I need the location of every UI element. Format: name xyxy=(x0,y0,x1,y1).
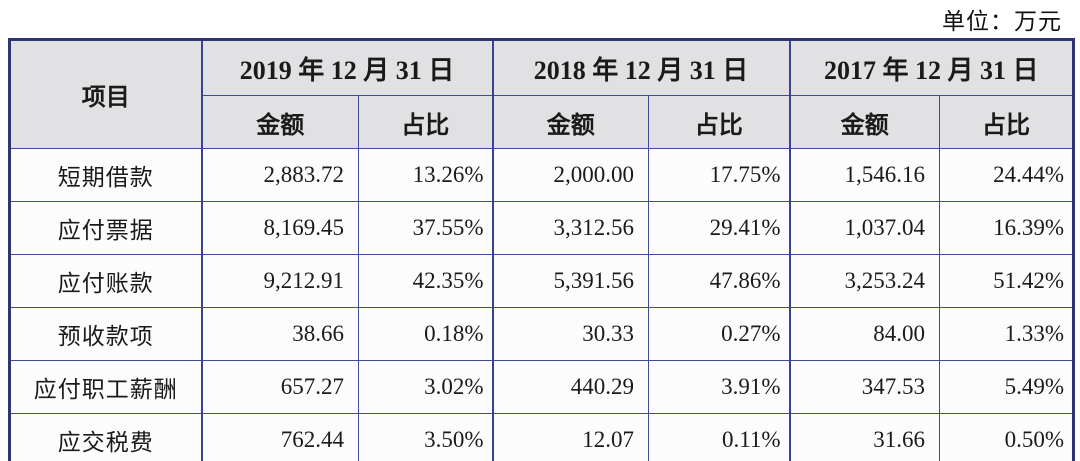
ratio-cell: 13.26% xyxy=(357,148,494,202)
table-row: 应付职工薪酬 657.27 3.02% 440.29 3.91% 347.53 … xyxy=(9,360,1075,414)
amount-cell: 440.29 xyxy=(491,360,650,414)
amount-cell: 657.27 xyxy=(200,360,359,414)
ratio-cell: 0.50% xyxy=(939,413,1075,461)
row-item-label: 预收款项 xyxy=(9,307,202,361)
amount-cell: 8,169.45 xyxy=(200,201,359,255)
column-header-amount-2018: 金额 xyxy=(491,95,650,149)
column-header-amount-2019: 金额 xyxy=(200,95,359,149)
row-item-label: 应付职工薪酬 xyxy=(9,360,202,414)
table-row: 应交税费 762.44 3.50% 12.07 0.11% 31.66 0.50… xyxy=(9,413,1075,461)
row-item-label: 短期借款 xyxy=(9,148,202,202)
ratio-cell: 51.42% xyxy=(939,254,1075,308)
ratio-cell: 0.27% xyxy=(648,307,791,361)
column-header-date-2017: 2017 年 12 月 31 日 xyxy=(788,39,1075,96)
table-row: 预收款项 38.66 0.18% 30.33 0.27% 84.00 1.33% xyxy=(9,307,1075,361)
table-row: 应付账款 9,212.91 42.35% 5,391.56 47.86% 3,2… xyxy=(9,254,1075,308)
amount-cell: 3,312.56 xyxy=(491,201,650,255)
ratio-cell: 47.86% xyxy=(648,254,791,308)
ratio-cell: 16.39% xyxy=(939,201,1075,255)
liabilities-table: 项目 2019 年 12 月 31 日 2018 年 12 月 31 日 201… xyxy=(8,38,1076,461)
amount-cell: 12.07 xyxy=(491,413,650,461)
amount-cell: 38.66 xyxy=(200,307,359,361)
ratio-cell: 1.33% xyxy=(939,307,1075,361)
ratio-cell: 0.11% xyxy=(648,413,791,461)
table-row: 短期借款 2,883.72 13.26% 2,000.00 17.75% 1,5… xyxy=(9,148,1075,202)
ratio-cell: 5.49% xyxy=(939,360,1075,414)
amount-cell: 31.66 xyxy=(788,413,941,461)
amount-cell: 1,546.16 xyxy=(788,148,941,202)
ratio-cell: 0.18% xyxy=(357,307,494,361)
ratio-cell: 37.55% xyxy=(357,201,494,255)
amount-cell: 1,037.04 xyxy=(788,201,941,255)
column-header-amount-2017: 金额 xyxy=(788,95,941,149)
header-sub-row: 金额 占比 金额 占比 金额 占比 xyxy=(10,95,1075,149)
table-row: 应付票据 8,169.45 37.55% 3,312.56 29.41% 1,0… xyxy=(9,201,1075,255)
amount-cell: 9,212.91 xyxy=(200,254,359,308)
amount-cell: 3,253.24 xyxy=(788,254,941,308)
amount-cell: 30.33 xyxy=(491,307,650,361)
column-header-ratio-2019: 占比 xyxy=(357,95,494,149)
ratio-cell: 42.35% xyxy=(357,254,494,308)
amount-cell: 762.44 xyxy=(200,413,359,461)
row-item-label: 应付账款 xyxy=(9,254,202,308)
ratio-cell: 3.02% xyxy=(357,360,494,414)
column-header-item: 项目 xyxy=(9,39,202,149)
ratio-cell: 3.50% xyxy=(357,413,494,461)
header-date-row: 项目 2019 年 12 月 31 日 2018 年 12 月 31 日 201… xyxy=(9,39,1075,149)
column-header-date-2019: 2019 年 12 月 31 日 xyxy=(200,39,494,96)
amount-cell: 5,391.56 xyxy=(491,254,650,308)
ratio-cell: 3.91% xyxy=(648,360,791,414)
unit-label: 单位：万元 xyxy=(942,9,1062,34)
amount-cell: 2,883.72 xyxy=(200,148,359,202)
row-item-label: 应交税费 xyxy=(9,413,202,461)
amount-cell: 84.00 xyxy=(788,307,941,361)
column-header-ratio-2018: 占比 xyxy=(648,95,791,149)
row-item-label: 应付票据 xyxy=(9,201,202,255)
ratio-cell: 17.75% xyxy=(648,148,791,202)
ratio-cell: 24.44% xyxy=(939,148,1075,202)
column-header-ratio-2017: 占比 xyxy=(939,95,1075,149)
amount-cell: 2,000.00 xyxy=(491,148,650,202)
amount-cell: 347.53 xyxy=(788,360,941,414)
column-header-date-2018: 2018 年 12 月 31 日 xyxy=(491,39,791,96)
ratio-cell: 29.41% xyxy=(648,201,791,255)
